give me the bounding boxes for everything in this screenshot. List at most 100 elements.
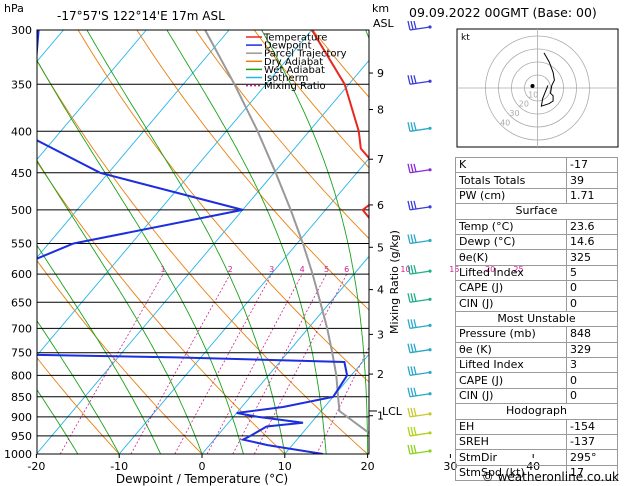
wind-barb-shaft [409,169,431,174]
wind-barb-flag [410,264,414,274]
dewpoint-line [37,30,349,454]
wind-barb-flag [410,426,414,436]
index-row-pw: PW (cm) 1.71 [455,187,618,205]
legend-label: Dewpoint [264,41,312,52]
wind-barb-flag [410,75,414,84]
wind-barb-shaft [409,393,431,398]
wind-barb-flag [410,122,414,131]
legend-label: Isotherm [264,73,308,84]
wet-adiabat-line [86,30,286,454]
wind-barb [407,343,432,354]
wet-adiabat-line [261,30,369,454]
index-label: CIN (J) [455,387,567,405]
legend-label: Mixing Ratio [264,81,326,92]
index-value: 1.71 [566,187,618,205]
height-tick-label: 5 [377,241,384,254]
wind-barb-flag [413,366,417,375]
dry-adiabat-line [195,30,369,240]
wind-barb-shaft [409,413,431,418]
wind-barb-shaft [409,80,431,85]
wind-barb-flag [410,200,414,210]
wind-barb-shaft [409,206,431,211]
index-label: K [455,156,567,174]
wind-barb-flag [407,264,411,275]
wind-barb-dot [428,348,432,352]
index-value: 0 [566,387,618,405]
wind-barb-flag [413,319,417,328]
index-value: 325 [566,249,618,266]
wind-barb-flag [410,319,414,329]
index-value: 5 [566,264,618,282]
legend-label: Dry Adiabat [264,57,323,68]
wind-barb-flag [413,444,417,454]
index-value: 0 [566,280,618,297]
wind-barb-flag [410,444,414,454]
hodograph-ring-label: 30 [509,109,519,118]
index-label: PW (cm) [455,187,567,205]
wind-barb-flag [407,407,411,418]
wind-barb [407,264,432,275]
wet-adiabat-line [37,59,244,454]
wind-barb-flag [410,20,414,30]
wind-barb-flag [413,200,417,210]
km-label: km [372,2,389,15]
wind-barb-flag [410,163,414,173]
location-label: -17°57'S 122°14'E 17m ASL [57,9,225,23]
index-label: StmSpd (kt) [455,464,567,482]
pressure-tick-label: 850 [11,391,32,404]
pressure-tick-label: 900 [11,411,32,424]
wind-barb [407,122,432,132]
hpa-label: hPa [4,2,24,15]
wind-barb [407,366,432,377]
index-value: 295° [566,449,618,466]
wind-barb-shaft [409,127,431,132]
pressure-tick-label: 400 [11,125,32,138]
wind-barb-shaft [409,270,431,275]
x-tick-label: 10 [278,460,292,473]
wind-barb-shaft [409,450,431,455]
mixing-ratio-label: 4 [300,265,305,274]
index-label: StmDir [455,449,567,466]
wind-barb-shaft [409,239,431,245]
wind-barb-flag [407,444,411,455]
wind-barb-shaft [409,371,431,377]
wind-barb-shaft [409,26,431,31]
index-row-tt: Totals Totals 39 [455,172,618,189]
legend-label: Wet Adiabat [264,65,325,76]
x-tick-label: -10 [110,460,128,473]
wind-barb-flag [407,387,411,397]
dry-adiabat-line [253,30,369,169]
height-tick-label: 6 [377,199,384,212]
wind-barb-flag [410,234,414,244]
wind-barb-flag [410,293,414,302]
hodograph-storm-motion [530,84,535,88]
wind-barb-shaft [409,349,431,354]
wind-barb-flag [407,234,411,244]
height-tick-label: 1 [377,410,384,423]
wind-barb-dot [428,238,432,243]
pressure-tick-label: 650 [11,296,32,309]
wind-barb-flag [413,343,417,352]
mixing-ratio-label: 6 [344,265,349,274]
asl-label: ASL [373,17,395,30]
most-unstable-section-title: Most Unstable [455,310,618,328]
pressure-tick-label: 350 [11,78,32,91]
lcl-label: LCL [382,405,403,418]
parcel-trajectory-line [204,30,369,435]
wind-barb-flag [407,343,411,353]
wind-barb-dot [428,168,432,172]
wind-barb-flag [407,75,411,85]
wind-barb-flag [410,407,414,417]
isotherm-line [37,59,369,454]
indices-panel: K -17 Totals Totals 39 PW (cm) 1.71 Surface… [455,156,618,482]
copyright-footer[interactable]: © weatheronline.co.uk [481,470,619,484]
wind-barb [407,200,432,211]
wind-barb-dot [428,126,432,130]
legend-label: Temperature [263,33,327,44]
index-value: -154 [566,418,618,436]
forecast-datetime: 09.09.2022 00GMT (Base: 00) [409,5,597,20]
wet-adiabat-line [37,389,79,454]
index-label: θe (K) [455,341,567,359]
wind-barb-shaft [409,432,431,437]
index-value: 0 [566,295,618,312]
